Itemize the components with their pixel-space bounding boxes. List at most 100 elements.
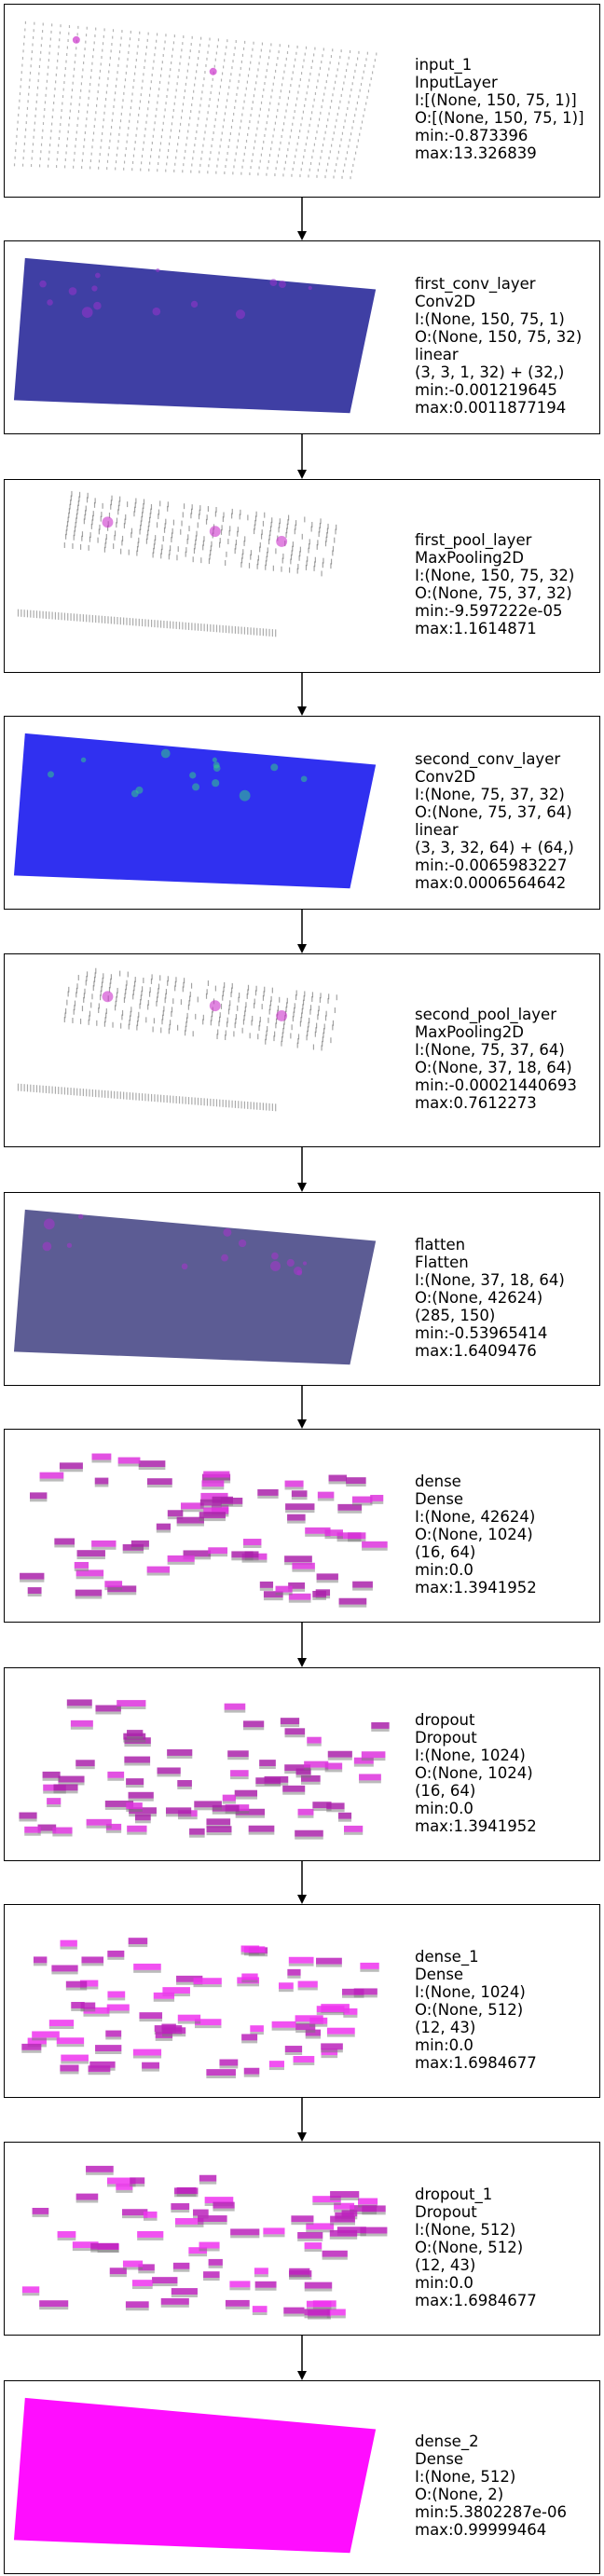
layer-detail: min:-0.0065983227: [415, 856, 568, 874]
activation-block: [177, 1780, 192, 1787]
activation-block: [283, 2307, 305, 2314]
activation-block: [157, 1767, 181, 1774]
activation-highlight: [181, 1263, 188, 1270]
layer-panel: second_conv_layer Conv2D I:(None, 75, 37, …: [4, 716, 600, 910]
activation-block: [321, 2043, 343, 2050]
activation-block: [252, 2306, 268, 2313]
activation-block: [176, 1975, 203, 1982]
layer-visualization: [13, 733, 377, 889]
activation-highlight: [192, 783, 200, 791]
activation-block: [171, 2288, 198, 2295]
layer-info: dropout Dropout I:(None, 1024) O:(None, 102…: [415, 1711, 537, 1835]
activation-block: [206, 1826, 232, 1833]
layer-panel: first_pool_layer MaxPooling2D I:(None, 150…: [4, 479, 600, 673]
flow-arrow: [297, 1623, 307, 1667]
activation-block: [47, 1798, 62, 1805]
activation-block: [76, 2193, 99, 2200]
activation-block: [304, 2242, 323, 2250]
activation-block: [66, 1699, 92, 1706]
activation-block: [241, 2034, 258, 2041]
activation-highlight: [300, 775, 308, 783]
layer-detail: O:(None, 37, 18, 64): [415, 1059, 572, 1076]
activation-block: [208, 1547, 228, 1555]
activation-block: [306, 2223, 335, 2230]
activation-block: [165, 1807, 192, 1815]
activation-block: [316, 1957, 342, 1965]
activation-block: [172, 2262, 190, 2269]
activation-block: [224, 1703, 246, 1710]
activation-block: [307, 1736, 322, 1744]
layer-detail: (3, 3, 1, 32) + (32,): [415, 363, 565, 381]
activation-block: [326, 2309, 346, 2316]
activation-block: [203, 1471, 230, 1478]
activation-block: [204, 2197, 234, 2204]
flow-arrow: [297, 198, 307, 240]
activation-highlight: [212, 779, 220, 788]
layer-info: dense_1 Dense I:(None, 1024) O:(None, 512)(…: [415, 1948, 537, 2072]
activation-block: [122, 2209, 148, 2216]
activation-block: [279, 1982, 294, 1990]
activation-highlight: [94, 272, 101, 279]
activation-block: [21, 2286, 40, 2294]
activation-block: [39, 1472, 64, 1479]
activation-block: [336, 2227, 366, 2234]
activation-block: [76, 1550, 105, 1557]
activation-block: [83, 2007, 110, 2014]
flow-arrow: [297, 434, 307, 479]
activation-plane: [13, 733, 377, 889]
activation-block: [94, 1477, 109, 1485]
activation-block: [56, 2037, 85, 2045]
activation-block: [133, 1963, 161, 1970]
layer-detail: O:(None, 75, 37, 64): [415, 803, 572, 821]
layer-detail: I:(None, 75, 37, 64): [415, 1041, 565, 1059]
activation-block: [241, 1973, 258, 1980]
layer-detail: min:0.0: [415, 2274, 474, 2292]
layer-type: Conv2D: [415, 768, 476, 786]
layer-type: Conv2D: [415, 293, 476, 310]
activation-block: [176, 2186, 197, 2194]
layer-type: MaxPooling2D: [415, 549, 524, 567]
layer-detail: (12, 43): [415, 2019, 476, 2036]
activation-highlight: [47, 299, 53, 306]
activation-block: [42, 1771, 61, 1778]
activation-block: [287, 1968, 301, 1976]
flow-arrow: [297, 673, 307, 716]
layer-detail: O:(None, 1024): [415, 1526, 533, 1543]
activation-block: [235, 1808, 266, 1816]
layer-info: first_conv_layer Conv2D I:(None, 150, 75, …: [415, 275, 582, 417]
activation-highlight: [66, 1242, 73, 1248]
activation-block: [104, 1801, 134, 1807]
layer-detail: (12, 43): [415, 2256, 476, 2274]
activation-block: [71, 2002, 85, 2008]
activation-block: [219, 2059, 239, 2066]
activation-block: [250, 2025, 264, 2033]
activation-block: [342, 1988, 364, 1995]
layer-detail: I:(None, 75, 37, 32): [415, 786, 565, 803]
activation-block: [353, 1757, 374, 1764]
activation-block: [138, 1460, 166, 1468]
layer-detail: max:1.6984677: [415, 2054, 537, 2072]
layer-name: dense_1: [415, 1948, 479, 1966]
activation-block: [104, 1581, 123, 1588]
layer-type: Dropout: [415, 2203, 477, 2221]
activation-block: [352, 1581, 373, 1588]
activation-highlight: [152, 307, 161, 316]
layer-panel: dense_1 Dense I:(None, 1024) O:(None, 512)(…: [4, 1904, 600, 2098]
activation-block: [242, 1720, 265, 1728]
activation-block: [105, 1823, 122, 1830]
activation-block: [137, 2230, 164, 2238]
activation-block: [30, 1492, 48, 1500]
activation-block: [95, 2045, 122, 2052]
layer-detail: I:(None, 150, 75, 1): [415, 310, 565, 328]
layer-info: dense_2 Dense I:(None, 512) O:(None, 2) min:…: [415, 2432, 567, 2539]
activation-block: [371, 1721, 390, 1729]
activation-block: [231, 1551, 254, 1558]
activation-block: [306, 2300, 332, 2308]
activation-block: [156, 1523, 172, 1530]
layer-visualization: [19, 1699, 390, 1840]
layer-info: dense Dense I:(None, 42624) O:(None, 1024)(…: [415, 1473, 537, 1596]
activation-block: [222, 1794, 236, 1802]
activation-block: [288, 1956, 314, 1964]
activation-block: [174, 2217, 204, 2225]
activation-block: [126, 1778, 144, 1786]
